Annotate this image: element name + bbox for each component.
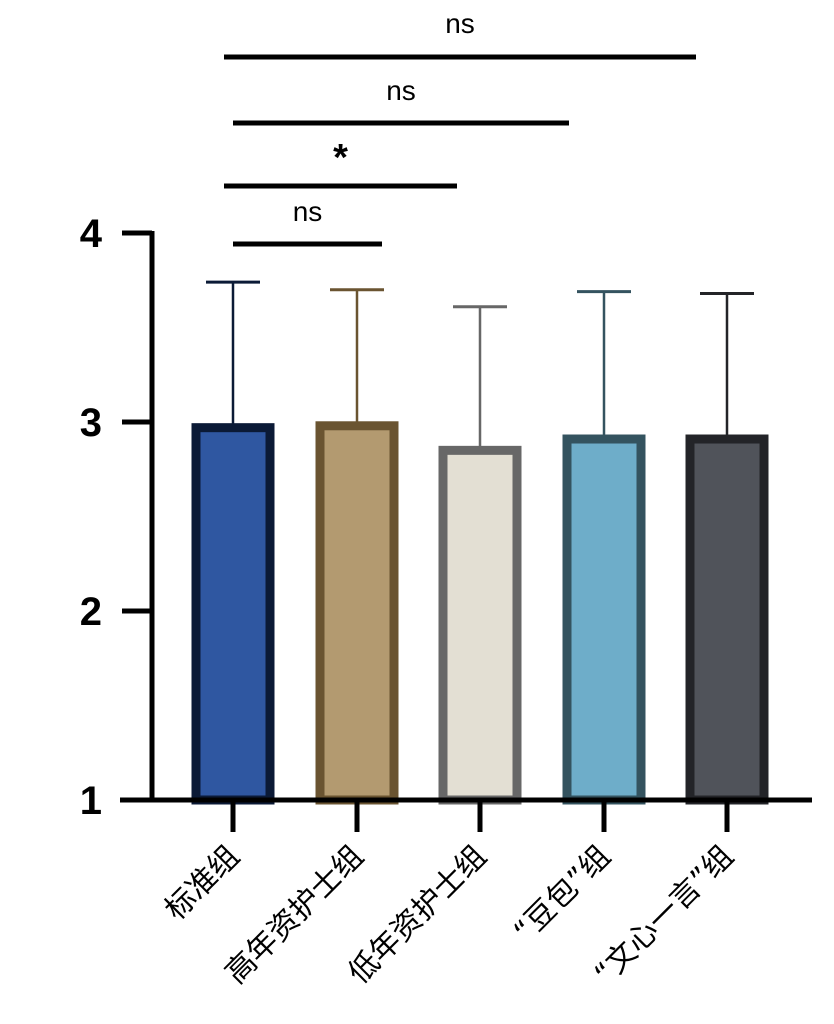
significance-brackets: ns * ns ns — [224, 8, 696, 247]
y-tick-label-4: 4 — [80, 212, 103, 256]
bar-2 — [438, 445, 522, 805]
x-tick-label-0: 标准组 — [158, 839, 246, 927]
y-tick-label-3: 3 — [80, 401, 102, 445]
bar-3 — [562, 434, 646, 805]
significance-label-1: * — [333, 137, 348, 179]
x-tick-label-3: “豆包”组 — [507, 839, 617, 949]
y-tick-label-2: 2 — [80, 590, 102, 634]
y-tick-label-1: 1 — [80, 779, 102, 823]
significance-label-2: ns — [386, 75, 416, 106]
bar-1 — [315, 421, 399, 805]
bar-4 — [685, 434, 769, 805]
significance-label-3: ns — [445, 8, 475, 39]
bars-group — [191, 280, 769, 805]
bar-0 — [191, 423, 275, 805]
significance-label-0: ns — [293, 196, 323, 227]
